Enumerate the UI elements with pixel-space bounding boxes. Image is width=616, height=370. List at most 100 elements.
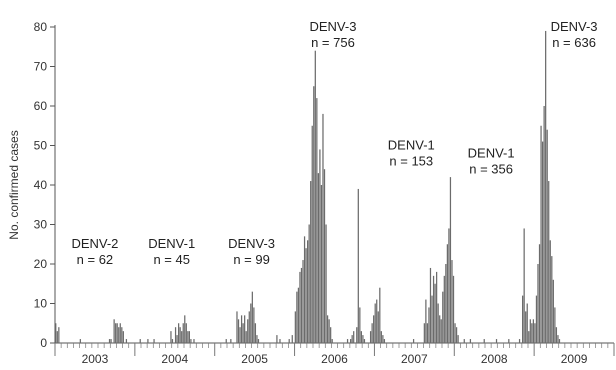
bar xyxy=(179,327,181,343)
bar xyxy=(380,331,382,343)
serotype-label: DENV-3 xyxy=(309,19,356,34)
bar xyxy=(303,236,306,343)
bar xyxy=(346,339,349,343)
bar xyxy=(181,331,183,343)
bar xyxy=(58,327,60,343)
bar xyxy=(451,260,453,343)
bar xyxy=(56,331,58,343)
bar xyxy=(153,339,155,343)
bar xyxy=(113,319,115,343)
bar xyxy=(432,275,435,343)
bar xyxy=(291,335,293,343)
serotype-label: DENV-2 xyxy=(71,236,118,251)
bar xyxy=(79,339,81,343)
bar xyxy=(546,129,548,343)
serotype-label: DENV-3 xyxy=(228,236,275,251)
serotype-label: DENV-3 xyxy=(551,19,598,34)
x-year-label: 2009 xyxy=(561,352,588,366)
bar xyxy=(443,275,445,343)
x-year-label: 2005 xyxy=(241,352,268,366)
bar xyxy=(193,339,195,343)
bar xyxy=(555,327,558,343)
bar xyxy=(256,335,258,343)
bar xyxy=(316,98,318,343)
bar xyxy=(108,339,111,343)
bar xyxy=(363,339,366,343)
bar xyxy=(307,240,309,343)
bar xyxy=(531,323,533,343)
bar xyxy=(351,335,353,343)
bar xyxy=(276,335,278,343)
bar xyxy=(248,311,250,343)
x-year-label: 2003 xyxy=(82,352,109,366)
bar xyxy=(310,181,312,343)
bar xyxy=(377,311,379,343)
bar xyxy=(122,331,124,343)
serotype-label: DENV-1 xyxy=(468,145,515,160)
case-count-label: n = 636 xyxy=(552,35,596,50)
bar xyxy=(188,331,190,343)
bar xyxy=(455,327,458,343)
bar xyxy=(174,327,177,343)
y-tick-label: 60 xyxy=(34,99,48,113)
bar xyxy=(449,177,452,343)
bar xyxy=(244,315,246,343)
bar xyxy=(538,244,541,343)
bar xyxy=(236,311,238,343)
bar xyxy=(326,315,329,343)
bar xyxy=(452,275,455,343)
bar xyxy=(437,303,439,343)
bar xyxy=(548,181,550,343)
bar xyxy=(294,311,296,343)
bar xyxy=(300,267,303,343)
bar xyxy=(362,335,364,343)
bar xyxy=(535,295,538,343)
bar-series xyxy=(55,30,561,344)
y-tick-label: 0 xyxy=(40,336,47,350)
bar xyxy=(534,323,536,343)
y-tick-label: 40 xyxy=(34,178,48,192)
bar xyxy=(549,240,551,343)
bar xyxy=(371,323,373,343)
bar xyxy=(240,315,243,343)
bar xyxy=(431,295,433,343)
bar xyxy=(225,339,227,343)
y-tick-label: 80 xyxy=(34,20,48,34)
bar xyxy=(116,323,118,343)
bar xyxy=(436,271,438,343)
bar xyxy=(508,339,510,343)
y-axis: 0 10 20 30 40 50 60 70 80 xyxy=(34,20,56,350)
x-year-label: 2006 xyxy=(321,352,348,366)
bar xyxy=(554,307,556,343)
bar xyxy=(483,339,485,343)
y-tick-label: 70 xyxy=(34,60,48,74)
bar xyxy=(178,323,180,343)
bar xyxy=(440,319,442,343)
x-year-label: 2004 xyxy=(161,352,188,366)
bar xyxy=(537,264,539,343)
bar xyxy=(423,323,425,343)
y-axis-title: No. confirmed cases xyxy=(7,130,21,239)
bar xyxy=(545,30,547,343)
bar xyxy=(445,264,447,343)
bar xyxy=(119,323,121,343)
bar xyxy=(526,303,528,343)
bar xyxy=(245,331,247,343)
case-count-label: n = 356 xyxy=(469,161,513,176)
y-tick-label: 30 xyxy=(34,218,48,232)
bar xyxy=(429,267,432,343)
bar xyxy=(279,339,281,343)
bar xyxy=(176,335,178,343)
bar xyxy=(331,339,333,343)
bar xyxy=(184,315,186,343)
bar xyxy=(147,339,149,343)
bar xyxy=(118,327,120,343)
case-count-label: n = 99 xyxy=(233,252,270,267)
serotype-label: DENV-1 xyxy=(148,236,195,251)
bar xyxy=(115,323,117,343)
bar xyxy=(356,327,358,343)
bar xyxy=(190,339,192,343)
bar xyxy=(463,339,465,343)
bar xyxy=(439,315,441,343)
